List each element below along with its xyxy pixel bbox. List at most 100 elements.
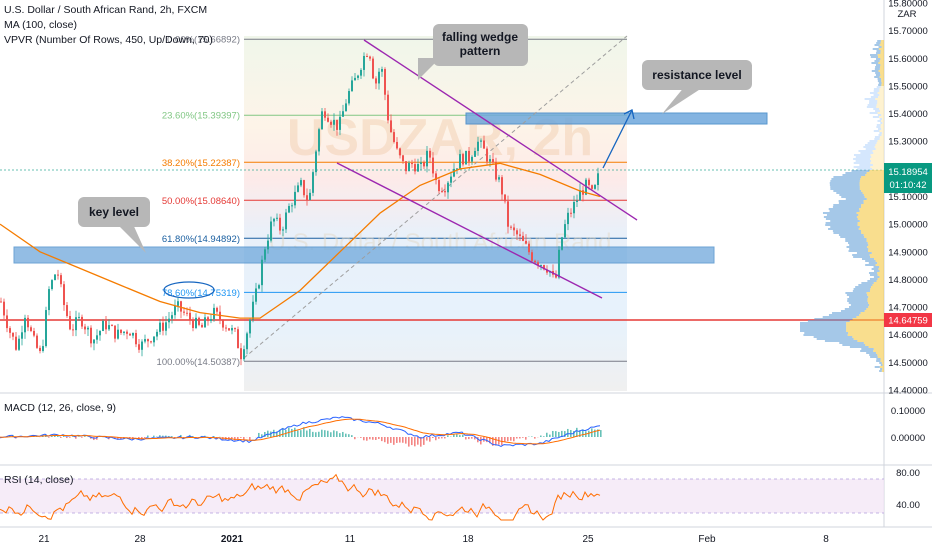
vpvr-up-bar: [842, 344, 865, 346]
vpvr-down-bar: [852, 336, 884, 338]
price-tick: 14.40000: [888, 386, 928, 397]
vpvr-down-bar: [875, 98, 884, 100]
macd-histogram-bar: [360, 437, 362, 438]
vpvr-up-bar: [869, 354, 877, 356]
vpvr-down-bar: [861, 312, 884, 314]
vpvr-down-bar: [877, 280, 884, 282]
macd-histogram-bar: [435, 437, 437, 440]
vpvr-up-bar: [870, 92, 878, 94]
vpvr-up-bar: [873, 48, 879, 50]
vpvr-up-bar: [875, 136, 880, 138]
price-axis[interactable]: 15.8000015.7000015.6000015.5000015.40000…: [888, 0, 928, 397]
vpvr-down-bar: [859, 314, 884, 316]
vpvr-up-bar: [863, 146, 874, 148]
vpvr-up-bar: [839, 194, 864, 196]
candle-body: [24, 318, 26, 332]
macd-legend[interactable]: MACD (12, 26, close, 9): [4, 402, 116, 415]
candle-body: [186, 313, 188, 314]
vpvr-up-bar: [879, 370, 882, 372]
callout-resistance-text: resistance level: [652, 68, 741, 82]
vpvr-down-bar: [860, 180, 884, 182]
candle-body: [330, 122, 332, 125]
candle-body: [159, 323, 161, 332]
macd-histogram-bar: [231, 437, 233, 438]
macd-histogram-bar: [273, 430, 275, 437]
macd-histogram-bar: [417, 437, 419, 445]
vpvr-up-bar: [873, 116, 879, 118]
macd-histogram-bar: [318, 432, 320, 437]
vpvr-down-bar: [848, 332, 884, 334]
candle-body: [222, 320, 224, 327]
candle-body: [492, 159, 494, 162]
vpvr-down-bar: [881, 128, 884, 130]
vpvr-down-bar: [879, 130, 884, 132]
vpvr-up-bar: [833, 206, 861, 208]
vpvr-up-bar: [869, 100, 877, 102]
vpvr-down-bar: [864, 200, 884, 202]
currency-label: ZAR: [898, 9, 917, 20]
callout-resistance[interactable]: resistance level: [642, 60, 752, 114]
vpvr-down-bar: [850, 320, 884, 322]
candle-body: [597, 173, 599, 185]
vpvr-down-bar: [870, 288, 884, 290]
vpvr-up-bar: [876, 42, 880, 44]
callout-key-level[interactable]: key level: [78, 197, 150, 253]
candle-body: [297, 185, 299, 191]
price-tick: 15.30000: [888, 137, 928, 148]
vpvr-up-bar: [869, 140, 877, 142]
candle-body: [207, 317, 209, 321]
rsi-legend[interactable]: RSI (14, close): [4, 474, 73, 487]
candle-body: [414, 164, 416, 171]
vpvr-down-bar: [882, 364, 884, 366]
candle-body: [495, 162, 497, 179]
macd-histogram-bar: [81, 437, 83, 438]
vpvr-down-bar: [865, 196, 884, 198]
candle-body: [357, 76, 359, 78]
macd-histogram-bar: [402, 437, 404, 443]
macd-tick-top: 0.10000: [891, 406, 925, 417]
key-level-zone[interactable]: [14, 247, 714, 263]
resistance-level-zone[interactable]: [466, 113, 767, 124]
vpvr-up-bar: [847, 300, 867, 302]
macd-histogram-bar: [153, 436, 155, 437]
candle-body: [63, 284, 65, 305]
vpvr-down-bar: [853, 318, 884, 320]
macd-histogram-bar: [345, 434, 347, 437]
vpvr-up-bar: [860, 350, 873, 352]
countdown-timer: 01:10:42: [890, 180, 927, 191]
candle-body: [327, 118, 329, 122]
vpvr-up-bar: [855, 286, 871, 288]
vpvr-up-bar: [876, 58, 880, 60]
vpvr-legend[interactable]: VPVR (Number Of Rows, 450, Up/Down, 70): [4, 34, 213, 47]
candle-body: [486, 149, 488, 162]
vpvr-up-bar: [867, 106, 876, 108]
candle-body: [408, 163, 410, 171]
symbol-legend[interactable]: U.S. Dollar / South African Rand, 2h, FX…: [4, 4, 207, 17]
vpvr-up-bar: [869, 272, 877, 274]
candle-body: [267, 241, 269, 250]
macd-histogram-bar: [378, 437, 380, 439]
vpvr-up-bar: [878, 80, 881, 82]
candle-body: [432, 158, 434, 174]
candle-body: [342, 111, 344, 117]
candle-body: [0, 302, 2, 303]
candle-body: [183, 312, 185, 313]
macd-histogram-bar: [468, 437, 470, 439]
vpvr-down-bar: [864, 202, 884, 204]
vpvr-up-bar: [854, 162, 871, 164]
candle-body: [561, 237, 563, 250]
vpvr-up-bar: [874, 270, 879, 272]
vpvr-up-bar: [852, 254, 870, 256]
vpvr-up-bar: [879, 134, 882, 136]
vpvr-down-bar: [857, 340, 884, 342]
ma-legend[interactable]: MA (100, close): [4, 19, 77, 32]
vpvr-up-bar: [836, 192, 862, 194]
vpvr-up-bar: [800, 324, 846, 326]
vpvr-down-bar: [878, 356, 884, 358]
macd-histogram-bar: [297, 431, 299, 437]
macd-histogram-bar: [240, 437, 242, 438]
candle-body: [201, 325, 203, 328]
candle-body: [429, 151, 431, 158]
macd-histogram-bar: [444, 437, 446, 438]
